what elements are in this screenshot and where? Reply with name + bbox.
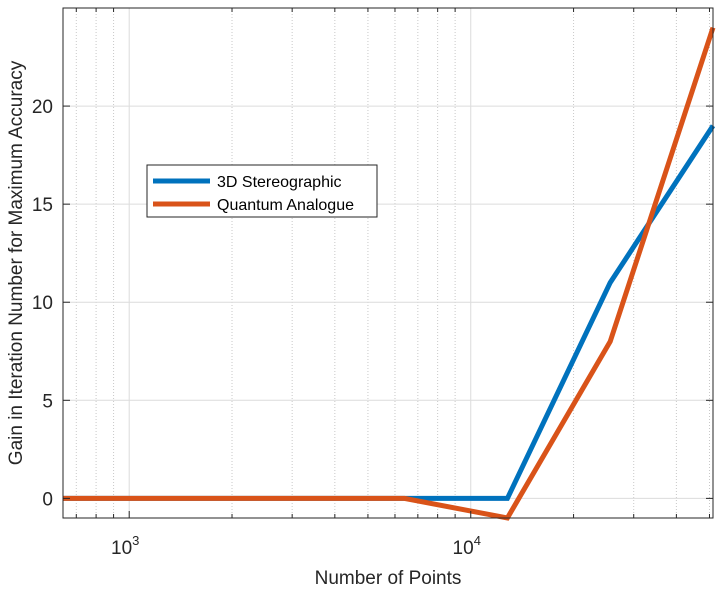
x-axis-title: Number of Points (315, 568, 462, 589)
y-tick-label: 10 (32, 293, 53, 314)
y-tick-label: 15 (32, 195, 53, 216)
legend: 3D Stereographic Quantum Analogue (146, 164, 378, 218)
legend-label-quantum-analogue: Quantum Analogue (217, 197, 354, 214)
x-tick-label: 104 (453, 533, 481, 559)
y-tick-label: 20 (32, 97, 53, 118)
x-tick-label: 103 (111, 533, 139, 559)
series-line-quantum-analogue (63, 26, 716, 521)
plot-background (63, 8, 713, 518)
y-tick-label: 0 (42, 489, 53, 510)
legend-label-3d-stereographic: 3D Stereographic (217, 174, 342, 191)
series-layer (63, 26, 716, 521)
legend-box (146, 164, 378, 218)
y-axis-title: Gain in Iteration Number for Maximum Acc… (6, 60, 27, 465)
y-tick-label: 5 (42, 391, 53, 412)
tick-labels: 103 104 0 5 10 15 20 (32, 8, 713, 559)
plot-frame (62, 7, 714, 519)
